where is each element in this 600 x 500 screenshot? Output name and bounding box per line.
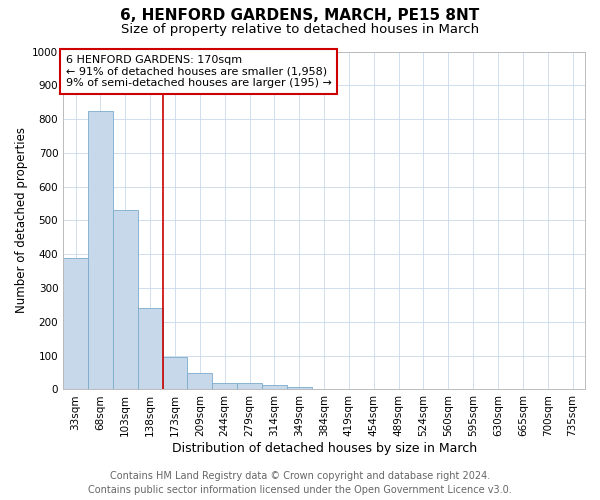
Bar: [212, 382, 237, 390]
Bar: [163, 356, 187, 390]
Bar: [113, 210, 138, 390]
Bar: [88, 110, 113, 390]
Text: 6, HENFORD GARDENS, MARCH, PE15 8NT: 6, HENFORD GARDENS, MARCH, PE15 8NT: [121, 8, 479, 22]
Bar: [237, 384, 262, 390]
Bar: [138, 308, 163, 390]
Y-axis label: Number of detached properties: Number of detached properties: [15, 128, 28, 314]
X-axis label: Distribution of detached houses by size in March: Distribution of detached houses by size …: [172, 442, 476, 455]
Text: Contains HM Land Registry data © Crown copyright and database right 2024.
Contai: Contains HM Land Registry data © Crown c…: [88, 471, 512, 495]
Bar: [63, 258, 88, 390]
Text: 6 HENFORD GARDENS: 170sqm
← 91% of detached houses are smaller (1,958)
9% of sem: 6 HENFORD GARDENS: 170sqm ← 91% of detac…: [65, 55, 332, 88]
Bar: [187, 372, 212, 390]
Bar: [287, 387, 311, 390]
Bar: [262, 385, 287, 390]
Text: Size of property relative to detached houses in March: Size of property relative to detached ho…: [121, 22, 479, 36]
